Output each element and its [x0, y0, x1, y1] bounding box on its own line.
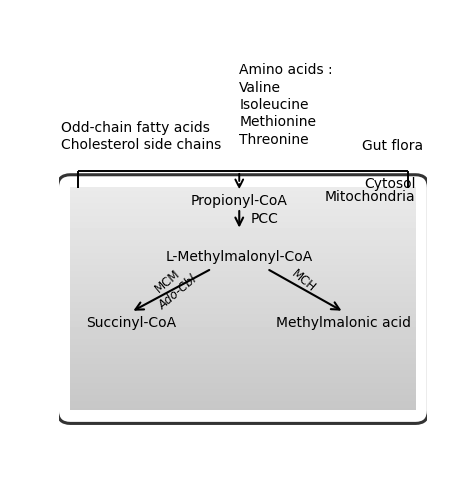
Text: Odd-chain fatty acids
Cholesterol side chains: Odd-chain fatty acids Cholesterol side c… — [61, 121, 221, 152]
Text: PCC: PCC — [250, 212, 278, 226]
Text: Cytosol: Cytosol — [364, 176, 416, 190]
Text: MCH: MCH — [289, 268, 318, 295]
Text: MCM: MCM — [153, 267, 182, 295]
Text: Propionyl-CoA: Propionyl-CoA — [191, 194, 288, 208]
Text: Amino acids :
Valine
Isoleucine
Methionine
Threonine: Amino acids : Valine Isoleucine Methioni… — [239, 64, 333, 147]
Text: Mitochondria: Mitochondria — [325, 189, 416, 203]
Text: Gut flora: Gut flora — [362, 139, 423, 153]
Text: L-Methylmalonyl-CoA: L-Methylmalonyl-CoA — [165, 250, 313, 264]
Text: Succinyl-CoA: Succinyl-CoA — [86, 316, 176, 330]
Text: Methylmalonic acid: Methylmalonic acid — [276, 316, 411, 330]
Text: Ado-Cbl: Ado-Cbl — [156, 273, 200, 312]
